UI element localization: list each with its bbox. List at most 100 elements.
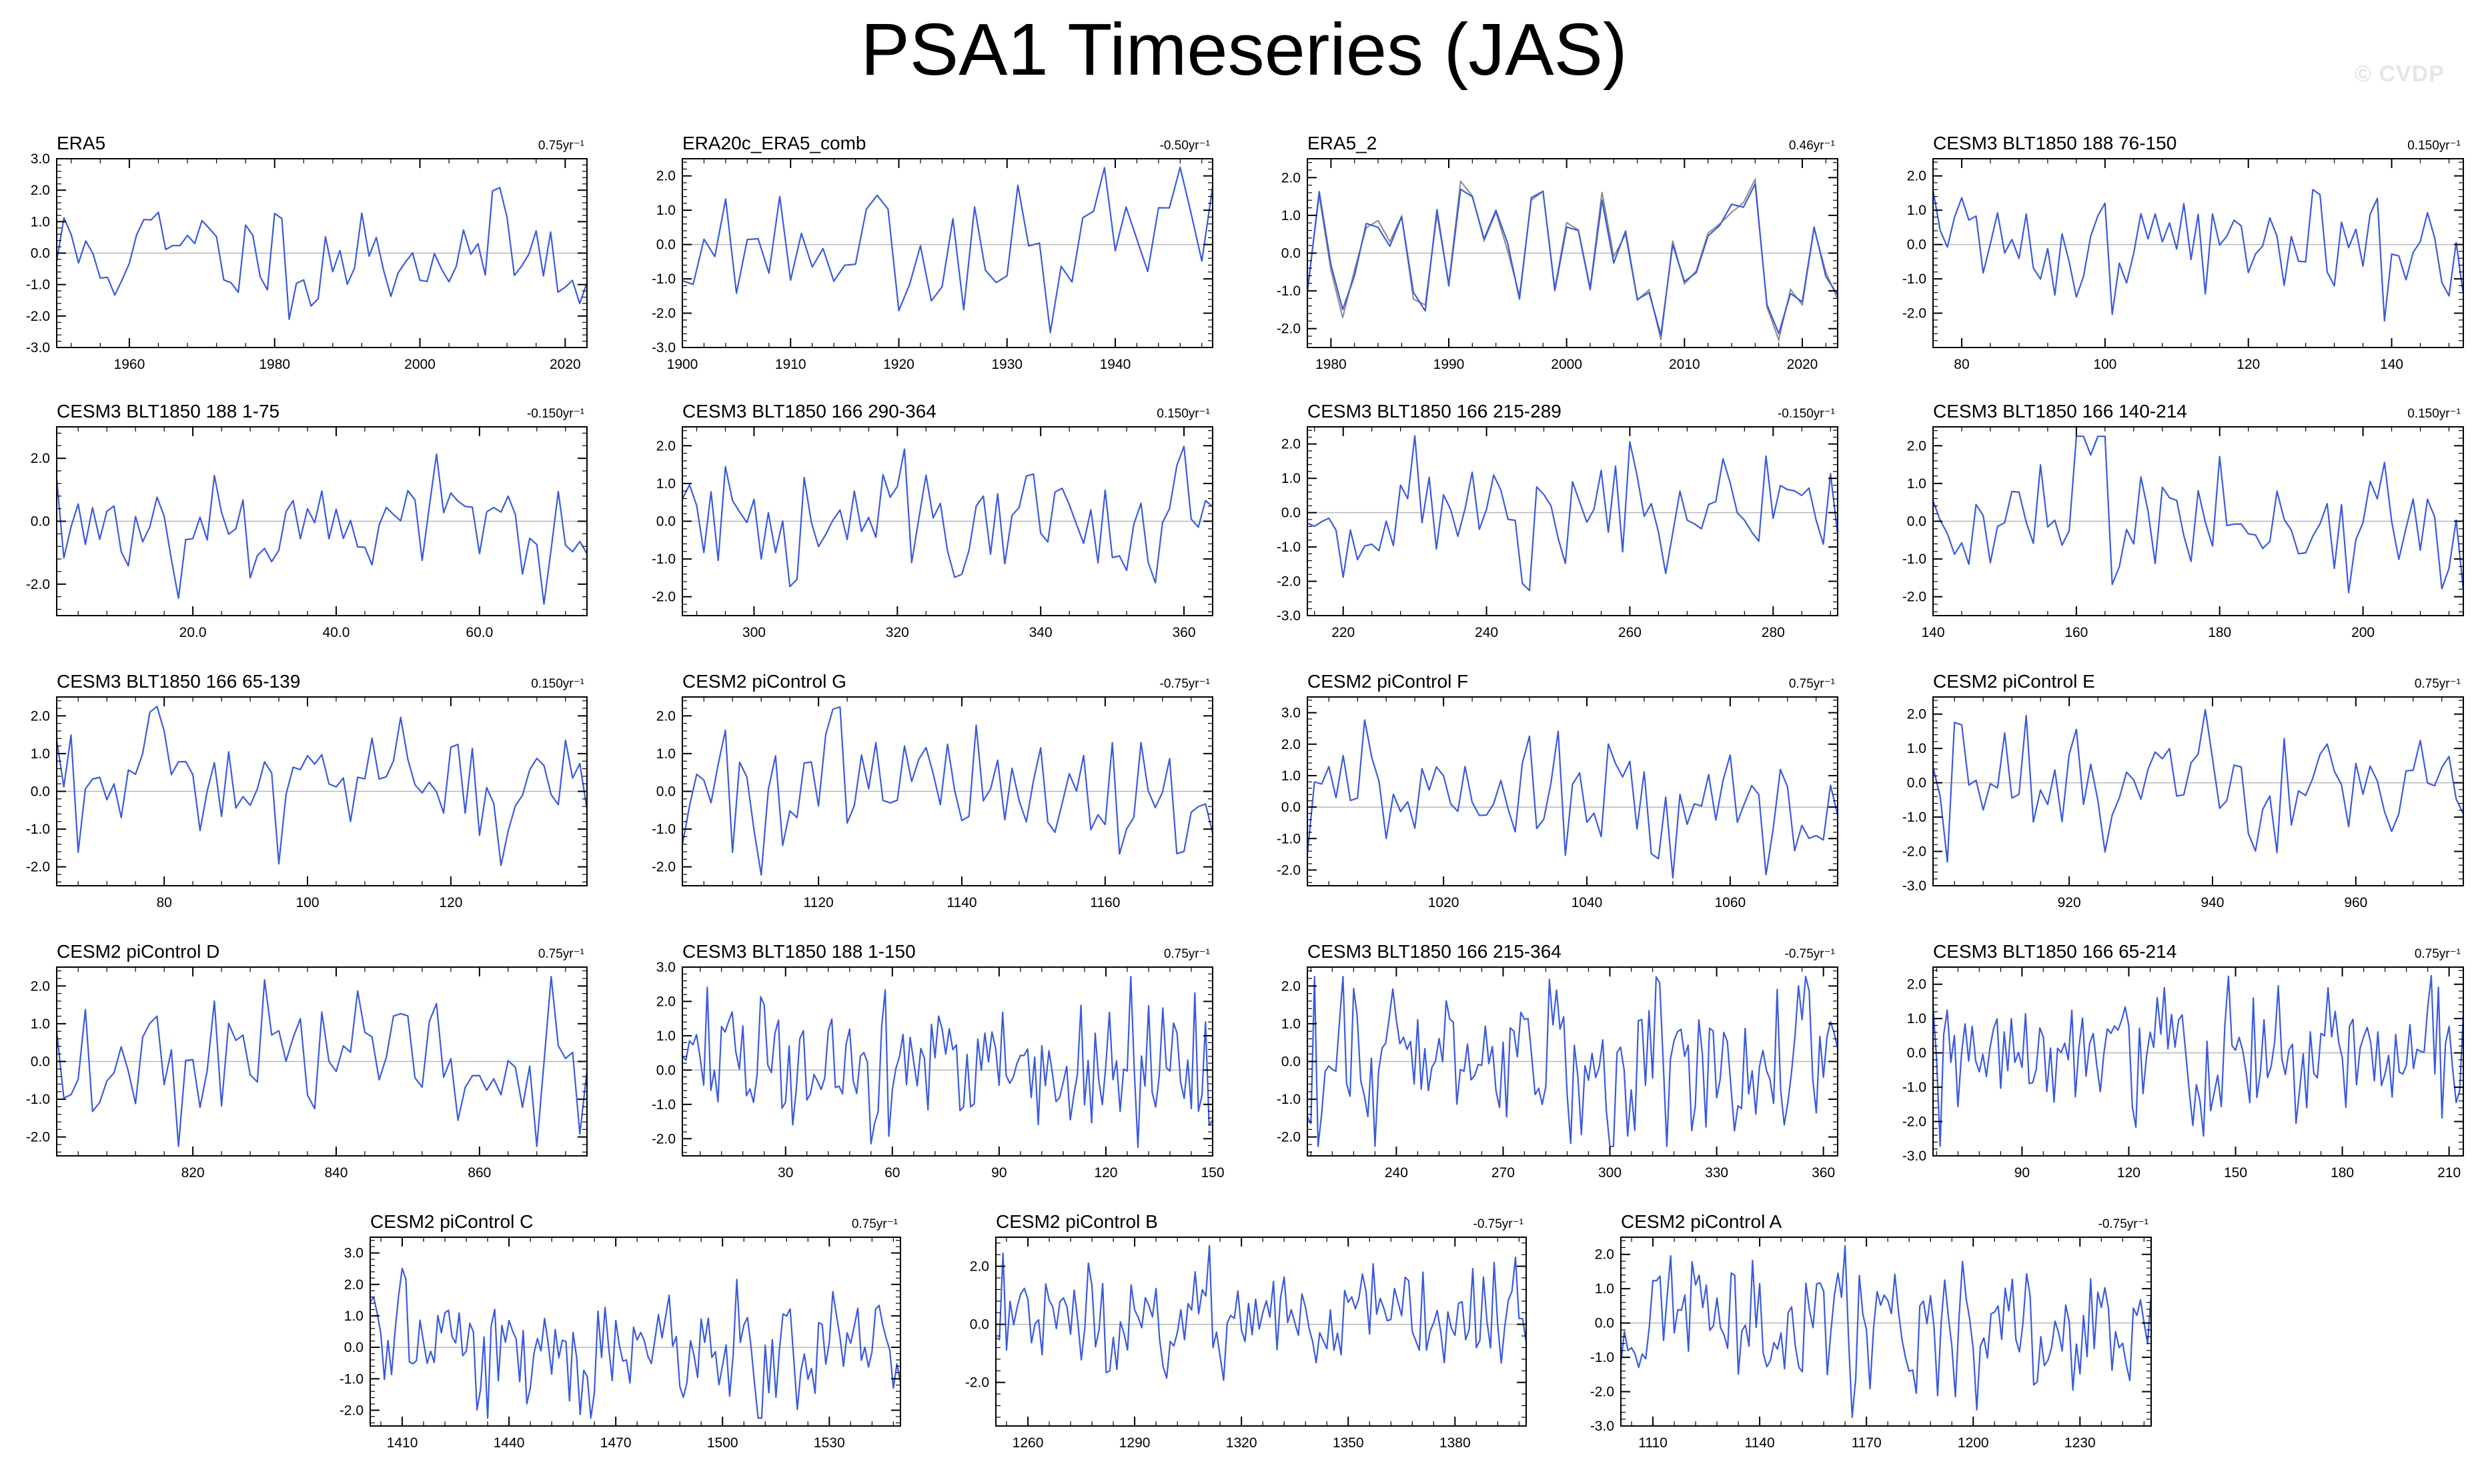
y-tick-label: 0.0 xyxy=(31,784,50,800)
y-tick-label: 2.0 xyxy=(1907,977,1926,992)
panel-title: CESM3 BLT1850 188 1-75 xyxy=(57,401,279,422)
chart-panel: CESM2 piControl C 0.75yr⁻¹ -2.0 -1.0 0.0 1.0 2… xyxy=(340,1211,902,1451)
y-tick-label: 2.0 xyxy=(1907,707,1926,722)
x-tick-label: 100 xyxy=(295,895,319,910)
panel-title: ERA5_2 xyxy=(1307,133,1377,153)
x-tick-label: 160 xyxy=(2064,625,2088,640)
x-tick-label: 1410 xyxy=(387,1435,418,1451)
x-tick-label: 270 xyxy=(1491,1165,1515,1181)
chart-panel: CESM3 BLT1850 166 290-364 0.150yr⁻¹ -2.0 -1… xyxy=(652,401,1213,640)
series-line xyxy=(55,187,588,320)
x-tick-label: 820 xyxy=(181,1165,205,1181)
x-tick-label: 1470 xyxy=(600,1435,632,1451)
x-tick-label: 2000 xyxy=(1551,357,1582,372)
series-line xyxy=(681,706,1214,876)
panel-title: CESM3 BLT1850 166 215-364 xyxy=(1307,941,1562,962)
x-tick-label: 960 xyxy=(2344,895,2367,910)
trend-label: -0.75yr⁻¹ xyxy=(1473,1217,1524,1231)
y-tick-label: -1.0 xyxy=(652,822,676,837)
panel-title: CESM3 BLT1850 166 290-364 xyxy=(682,401,937,422)
x-tick-label: 260 xyxy=(1618,625,1642,640)
x-tick-label: 1900 xyxy=(667,357,698,372)
y-tick-label: -1.0 xyxy=(1277,831,1301,846)
y-tick-label: -1.0 xyxy=(1277,1092,1301,1107)
plot-frame xyxy=(1932,158,2464,348)
y-tick-label: 0.0 xyxy=(656,514,676,530)
x-tick-label: 300 xyxy=(1598,1165,1622,1181)
x-tick-label: 1440 xyxy=(494,1435,525,1451)
y-tick-label: 2.0 xyxy=(1281,170,1301,185)
y-tick-label: 2.0 xyxy=(656,438,676,454)
y-tick-label: 1.0 xyxy=(1907,1011,1926,1026)
page-title: PSA1 Timeseries (JAS) xyxy=(860,9,1628,91)
y-tick-label: 1.0 xyxy=(31,746,50,762)
trend-label: 0.150yr⁻¹ xyxy=(1157,407,1210,421)
x-tick-label: 840 xyxy=(324,1165,348,1181)
chart-panel: CESM3 BLT1850 188 1-150 0.75yr⁻¹ -2.0 -1.0 0… xyxy=(652,941,1225,1181)
y-tick-label: -1.0 xyxy=(340,1371,364,1387)
y-tick-label: 3.0 xyxy=(656,960,676,975)
y-tick-label: -3.0 xyxy=(1902,1149,1926,1164)
y-tick-label: 0.0 xyxy=(1281,506,1301,521)
y-tick-label: -2.0 xyxy=(340,1403,364,1418)
x-tick-label: 150 xyxy=(1201,1165,1224,1181)
series-line xyxy=(1306,719,1839,879)
x-tick-label: 80 xyxy=(1954,357,1969,372)
trend-label: -0.50yr⁻¹ xyxy=(1160,139,1211,153)
y-tick-label: 0.0 xyxy=(1281,246,1301,261)
y-tick-label: 0.0 xyxy=(31,1054,50,1070)
x-tick-label: 2000 xyxy=(404,357,436,372)
y-tick-label: -2.0 xyxy=(1902,590,1926,605)
y-tick-label: -1.0 xyxy=(652,1097,676,1112)
y-tick-label: 1.0 xyxy=(1907,203,1926,218)
plot-frame xyxy=(995,1237,1527,1427)
y-tick-label: 0.0 xyxy=(31,246,50,261)
y-tick-label: 2.0 xyxy=(31,708,50,724)
y-tick-label: 0.0 xyxy=(970,1317,989,1333)
series-line xyxy=(1932,974,2465,1147)
y-tick-label: 2.0 xyxy=(656,708,676,724)
y-tick-label: 3.0 xyxy=(31,151,50,167)
y-tick-label: 0.0 xyxy=(1907,776,1926,791)
y-tick-label: 2.0 xyxy=(656,994,676,1009)
y-tick-label: 1.0 xyxy=(1281,208,1301,223)
y-tick-label: -1.0 xyxy=(1277,283,1301,299)
x-tick-label: 1290 xyxy=(1119,1435,1151,1451)
y-tick-label: 1.0 xyxy=(1281,1016,1301,1032)
y-tick-label: -2.0 xyxy=(1277,321,1301,337)
y-tick-label: 1.0 xyxy=(656,746,676,762)
y-tick-label: 0.0 xyxy=(656,1062,676,1078)
x-tick-label: 280 xyxy=(1762,625,1785,640)
x-tick-label: 1940 xyxy=(1100,357,1131,372)
x-tick-label: 100 xyxy=(2093,357,2116,372)
x-tick-label: 1980 xyxy=(1315,357,1347,372)
plot-frame xyxy=(1620,1237,2152,1427)
y-tick-label: 3.0 xyxy=(344,1246,364,1261)
panel-title: CESM2 piControl B xyxy=(996,1211,1158,1232)
y-tick-label: -2.0 xyxy=(965,1375,989,1391)
y-tick-label: 2.0 xyxy=(344,1277,364,1293)
x-tick-label: 360 xyxy=(1173,625,1196,640)
x-tick-label: 150 xyxy=(2224,1165,2247,1181)
panel-title: CESM3 BLT1850 188 1-150 xyxy=(682,941,916,962)
panel-title: CESM2 piControl F xyxy=(1307,671,1468,692)
y-tick-label: 1.0 xyxy=(1907,741,1926,756)
x-tick-label: 180 xyxy=(2208,625,2231,640)
x-tick-label: 940 xyxy=(2201,895,2224,910)
panel-title: CESM3 BLT1850 166 65-214 xyxy=(1933,941,2176,962)
y-tick-label: 2.0 xyxy=(1281,437,1301,452)
panel-title: CESM2 piControl C xyxy=(370,1211,533,1232)
x-tick-label: 30 xyxy=(778,1165,793,1181)
panel-title: ERA5 xyxy=(57,133,105,153)
y-tick-label: 2.0 xyxy=(1907,438,1926,454)
y-tick-label: -2.0 xyxy=(652,1131,676,1147)
chart-panel: CESM2 piControl E 0.75yr⁻¹ -3.0 -2.0 -1.0 0.0… xyxy=(1902,671,2464,910)
x-tick-label: 1990 xyxy=(1433,357,1465,372)
series-line xyxy=(682,976,1213,1149)
y-tick-label: 2.0 xyxy=(656,169,676,184)
x-tick-label: 40.0 xyxy=(323,625,350,640)
x-tick-label: 2010 xyxy=(1669,357,1700,372)
y-tick-label: -1.0 xyxy=(26,277,50,293)
trend-label: 0.75yr⁻¹ xyxy=(1789,677,1835,691)
y-tick-label: 2.0 xyxy=(970,1259,989,1275)
